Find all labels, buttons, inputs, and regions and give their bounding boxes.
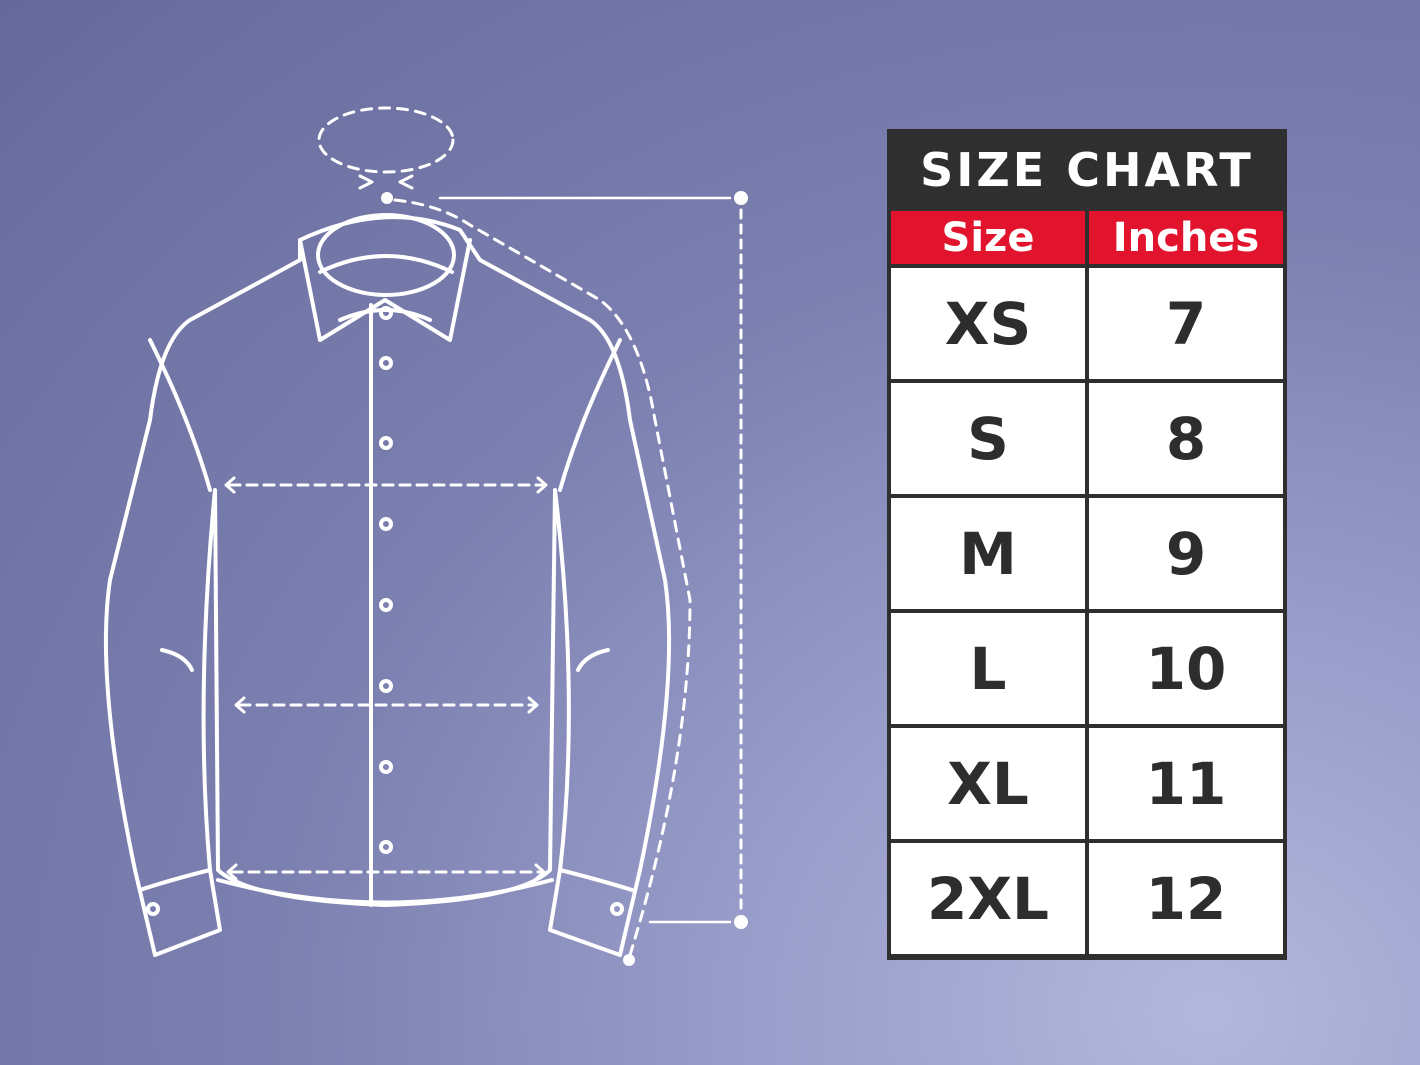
header-size: Size xyxy=(891,211,1085,264)
cell-inches: 8 xyxy=(1089,383,1283,494)
sleeve-measure-line xyxy=(393,198,692,957)
size-chart-table: SIZE CHART Size Inches XS 7 S 8 M 9 L 10… xyxy=(887,129,1287,960)
hem-measure-arrow xyxy=(226,863,546,881)
chest-measure-arrow xyxy=(224,476,548,494)
measure-point xyxy=(381,192,393,204)
cell-size: 2XL xyxy=(891,843,1085,954)
cell-size: L xyxy=(891,613,1085,724)
cell-size: M xyxy=(891,498,1085,609)
cell-size: XS xyxy=(891,268,1085,379)
shirt-measurement-illustration xyxy=(0,0,800,1065)
cell-inches: 10 xyxy=(1089,613,1283,724)
cell-inches: 7 xyxy=(1089,268,1283,379)
cell-size: XL xyxy=(891,728,1085,839)
header-inches: Inches xyxy=(1089,211,1283,264)
cell-inches: 11 xyxy=(1089,728,1283,839)
shirt-outline xyxy=(103,213,672,957)
waist-measure-arrow xyxy=(234,696,539,714)
cell-inches: 9 xyxy=(1089,498,1283,609)
cell-inches: 12 xyxy=(1089,843,1283,954)
size-chart-title: SIZE CHART xyxy=(920,143,1254,197)
cell-size: S xyxy=(891,383,1085,494)
size-chart-grid: Size Inches XS 7 S 8 M 9 L 10 XL 11 2XL … xyxy=(891,211,1283,954)
neck-measure-loop-icon xyxy=(317,106,455,190)
